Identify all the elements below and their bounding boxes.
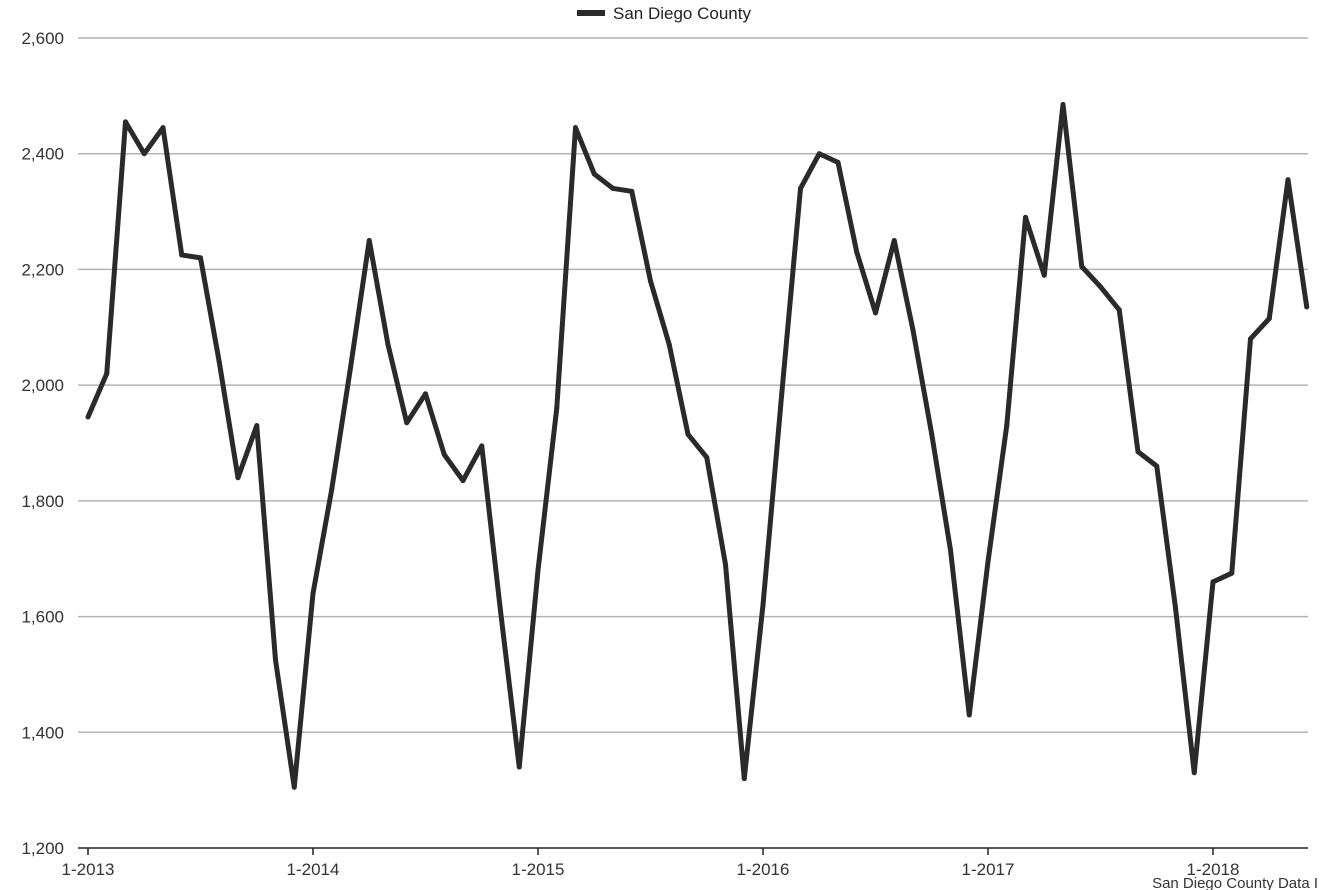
x-axis-tick-labels: 1-2013 1-2014 1-2015 1-2016 1-2017 1-2018 <box>62 860 1240 879</box>
data-point <box>1248 336 1253 342</box>
gridlines <box>78 37 1308 734</box>
y-tick-label: 1,800 <box>21 492 64 511</box>
data-point <box>873 310 878 316</box>
data-point <box>741 776 747 782</box>
data-point <box>816 151 822 157</box>
data-point <box>1135 449 1141 455</box>
data-point <box>104 371 110 377</box>
x-tick-label: 1-2018 <box>1187 860 1240 879</box>
x-axis-ticks <box>87 848 1214 855</box>
data-point <box>704 454 710 460</box>
data-point <box>498 608 503 614</box>
data-point <box>1173 605 1178 611</box>
data-point <box>1023 214 1028 220</box>
data-point <box>141 151 147 157</box>
data-point <box>85 414 91 420</box>
data-point <box>1041 272 1047 278</box>
data-point <box>160 125 166 131</box>
series-layer <box>85 102 1310 790</box>
data-point <box>366 238 372 243</box>
data-point <box>985 559 991 565</box>
data-point <box>1191 770 1197 776</box>
data-point <box>835 159 841 165</box>
y-tick-label: 2,600 <box>21 29 64 48</box>
x-tick-label: 1-2013 <box>62 860 115 879</box>
data-point <box>891 238 897 243</box>
y-tick-label: 2,000 <box>21 376 64 395</box>
data-point <box>460 478 466 484</box>
data-point <box>479 443 485 449</box>
data-point <box>273 657 278 663</box>
data-point <box>779 391 785 397</box>
data-point <box>573 125 578 131</box>
y-tick-label: 2,400 <box>21 145 64 164</box>
legend-label-san-diego-county: San Diego County <box>613 4 751 23</box>
data-point <box>798 185 803 191</box>
x-tick-label: 1-2015 <box>512 860 565 879</box>
data-point <box>1116 307 1122 313</box>
y-tick-label: 1,400 <box>21 723 64 742</box>
data-point <box>1266 316 1272 322</box>
y-tick-label: 1,600 <box>21 608 64 627</box>
data-point <box>1079 264 1085 270</box>
data-point <box>666 342 672 348</box>
data-point <box>216 359 222 365</box>
data-point <box>948 547 953 553</box>
data-point <box>310 590 316 596</box>
data-point <box>723 562 728 567</box>
y-tick-label: 1,200 <box>21 839 64 858</box>
data-point <box>1060 102 1066 108</box>
data-point <box>966 712 972 718</box>
y-tick-label: 2,200 <box>21 260 64 279</box>
data-point <box>1304 304 1310 310</box>
data-point <box>423 391 428 397</box>
data-point <box>929 431 935 437</box>
data-point <box>1098 284 1103 290</box>
data-point <box>854 249 860 255</box>
data-point <box>910 327 916 333</box>
data-point <box>591 171 597 177</box>
data-point <box>235 475 241 481</box>
legend-swatch-san-diego-county <box>577 10 605 16</box>
data-point <box>385 342 391 348</box>
source-note: San Diego County Data I <box>1152 875 1318 890</box>
data-point <box>760 602 766 608</box>
x-tick-label: 1-2017 <box>962 860 1015 879</box>
x-tick-label: 1-2014 <box>287 860 340 879</box>
x-tick-label: 1-2016 <box>737 860 790 879</box>
data-point <box>123 119 128 125</box>
data-point <box>648 278 653 284</box>
series-line-san-diego-county <box>85 102 1310 790</box>
data-point <box>535 567 541 573</box>
data-point <box>441 452 447 458</box>
data-point <box>291 784 297 790</box>
data-point <box>254 423 260 429</box>
data-point <box>554 405 560 411</box>
data-point <box>1229 570 1235 576</box>
data-point <box>685 431 691 437</box>
data-point <box>198 255 203 261</box>
data-point <box>1004 423 1010 429</box>
data-point <box>516 764 522 770</box>
data-point <box>1154 463 1160 469</box>
data-point <box>179 252 185 258</box>
data-point <box>629 188 635 194</box>
data-point <box>329 486 335 492</box>
data-point <box>404 420 410 426</box>
data-point <box>348 365 353 371</box>
data-point <box>610 185 616 191</box>
legend: San Diego County <box>577 4 751 23</box>
data-point <box>1285 177 1291 183</box>
y-axis-tick-labels: 1,200 1,400 1,600 1,800 2,000 2,200 2,400 2,600 <box>21 29 64 858</box>
data-point <box>1210 579 1216 585</box>
